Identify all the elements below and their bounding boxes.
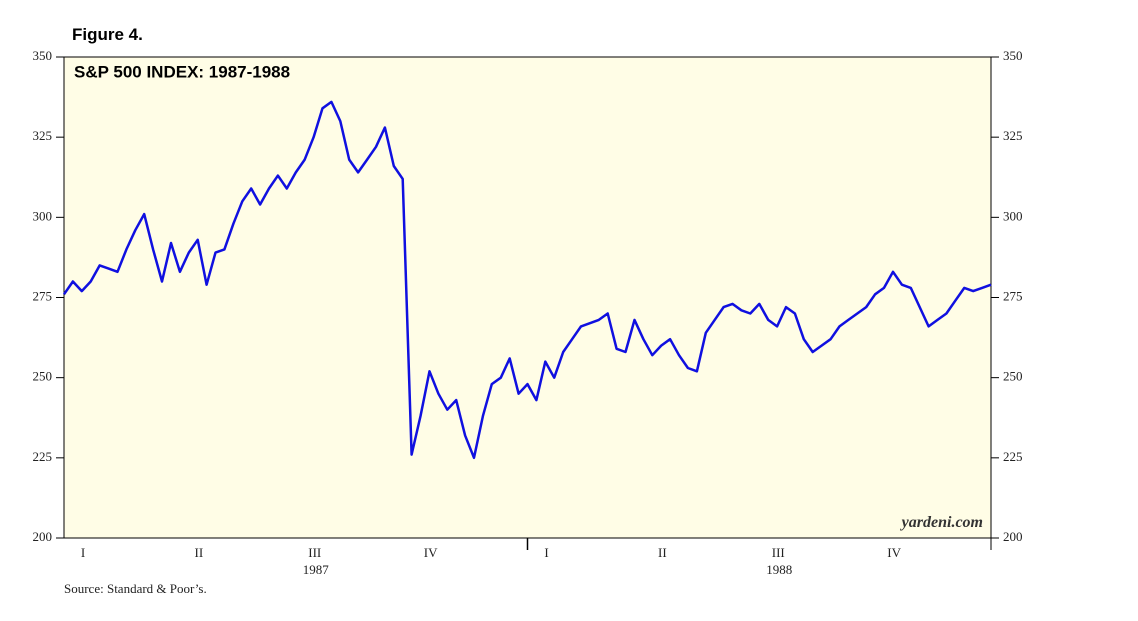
watermark: yardeni.com — [900, 514, 983, 531]
data-line — [62, 100, 992, 460]
figure-label: Figure 4. — [72, 25, 143, 44]
source-note: Source: Standard & Poor’s. — [64, 581, 207, 596]
y-tick-label: 325 — [33, 128, 53, 143]
chart-title: S&P 500 INDEX: 1987-1988 — [74, 62, 290, 81]
y-tick-label: 200 — [33, 529, 53, 544]
y2-tick-label: 350 — [1003, 48, 1023, 63]
x-tick-label: IV — [424, 545, 438, 560]
y-tick-label: 275 — [33, 288, 53, 303]
y2-tick-label: 325 — [1003, 128, 1023, 143]
x-tick-label: III — [772, 545, 785, 560]
x-tick-label: II — [195, 545, 204, 560]
y-tick-label: 350 — [33, 48, 53, 63]
y2-tick-label: 225 — [1003, 449, 1023, 464]
year-label: 1988 — [766, 562, 792, 577]
y2-tick-label: 275 — [1003, 288, 1023, 303]
y2-tick-label: 200 — [1003, 529, 1023, 544]
x-tick-label: IV — [887, 545, 901, 560]
x-tick-label: I — [81, 545, 85, 560]
x-tick-label: I — [544, 545, 548, 560]
y-tick-label: 300 — [33, 208, 53, 223]
x-tick-label: III — [308, 545, 321, 560]
y2-tick-label: 250 — [1003, 369, 1023, 384]
plot-area — [63, 56, 992, 539]
y-tick-label: 225 — [33, 449, 53, 464]
year-label: 1987 — [303, 562, 330, 577]
y-tick-label: 250 — [33, 369, 53, 384]
y2-tick-label: 300 — [1003, 208, 1023, 223]
x-tick-label: II — [658, 545, 667, 560]
